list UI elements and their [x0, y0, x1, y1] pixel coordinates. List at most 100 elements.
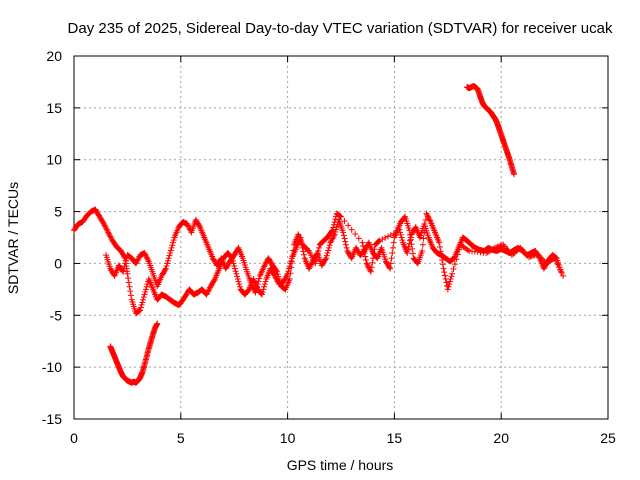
data-point — [426, 216, 433, 223]
data-point — [154, 320, 161, 327]
data-point — [456, 246, 463, 253]
data-point — [142, 286, 149, 293]
data-point — [124, 270, 131, 277]
data-point — [332, 216, 339, 223]
data-point — [204, 290, 211, 297]
x-tick-label: 15 — [387, 430, 403, 446]
data-point — [490, 245, 497, 252]
x-axis-label: GPS time / hours — [287, 457, 394, 473]
data-point — [367, 268, 374, 275]
data-point — [453, 256, 460, 263]
data-point — [261, 281, 268, 288]
data-point — [102, 223, 109, 230]
data-point — [409, 245, 416, 252]
data-point — [162, 266, 169, 273]
data-point — [364, 261, 371, 268]
data-point — [261, 262, 268, 269]
y-tick-label: 15 — [46, 100, 62, 116]
data-point — [436, 239, 443, 246]
data-point — [235, 278, 242, 285]
data-point — [389, 244, 396, 251]
data-point — [236, 281, 243, 288]
data-point — [541, 264, 548, 271]
data-point — [164, 260, 171, 267]
data-point — [493, 244, 500, 251]
data-point — [142, 252, 149, 259]
data-point — [288, 257, 295, 264]
data-point — [420, 235, 427, 242]
data-point — [251, 288, 258, 295]
data-point — [162, 265, 169, 272]
data-point — [450, 265, 457, 272]
data-point — [313, 257, 320, 264]
data-point — [399, 237, 406, 244]
data-point — [143, 254, 150, 261]
data-point — [136, 307, 143, 314]
data-point — [491, 244, 498, 251]
data-point — [405, 243, 412, 250]
data-point — [451, 261, 458, 268]
data-point — [424, 213, 431, 220]
data-point — [283, 273, 290, 280]
data-point — [260, 286, 267, 293]
data-point — [326, 242, 333, 249]
data-point — [439, 256, 446, 263]
data-point — [379, 236, 386, 243]
data-point — [341, 218, 348, 225]
data-point — [540, 265, 547, 272]
data-point — [337, 213, 344, 220]
data-point — [449, 270, 456, 277]
data-point — [143, 283, 150, 290]
data-point — [438, 252, 445, 259]
data-point — [315, 247, 322, 254]
data-point — [423, 210, 430, 217]
data-point — [262, 260, 269, 267]
data-point — [348, 226, 355, 233]
data-point — [390, 230, 397, 237]
data-point — [170, 237, 177, 244]
data-point — [531, 252, 538, 259]
data-point — [245, 287, 252, 294]
y-tick-label: -10 — [42, 359, 62, 375]
data-point — [196, 222, 203, 229]
data-point — [330, 234, 337, 241]
data-point — [464, 246, 471, 253]
data-point — [165, 255, 172, 262]
data-point — [253, 283, 260, 290]
data-point — [288, 264, 295, 271]
data-point — [408, 241, 415, 248]
series-dip-arc — [107, 320, 161, 386]
data-point — [533, 251, 540, 258]
data-point — [313, 254, 320, 261]
data-point — [419, 241, 426, 248]
data-point — [527, 253, 534, 260]
data-point — [262, 278, 269, 285]
data-point — [120, 268, 127, 275]
data-point — [511, 171, 518, 178]
data-point — [446, 281, 453, 288]
data-point — [440, 265, 447, 272]
x-tick-label: 25 — [600, 430, 616, 446]
data-point — [169, 239, 176, 246]
data-point — [375, 238, 382, 245]
plot-frame — [73, 55, 609, 420]
data-point — [122, 260, 129, 267]
data-point — [425, 214, 432, 221]
series-high-arc — [464, 83, 518, 178]
data-point — [498, 242, 505, 249]
data-point — [555, 264, 562, 271]
data-point — [398, 234, 405, 241]
data-point — [362, 253, 369, 260]
data-point — [254, 281, 261, 288]
data-point — [328, 228, 335, 235]
data-point — [307, 262, 314, 269]
data-point — [261, 283, 268, 290]
data-point — [414, 259, 421, 266]
data-point — [249, 282, 255, 289]
x-tick-label: 20 — [493, 430, 509, 446]
data-point — [331, 218, 338, 225]
data-point — [355, 235, 362, 242]
y-tick-label: 20 — [46, 48, 62, 64]
data-point — [407, 237, 414, 244]
data-point — [105, 230, 112, 237]
